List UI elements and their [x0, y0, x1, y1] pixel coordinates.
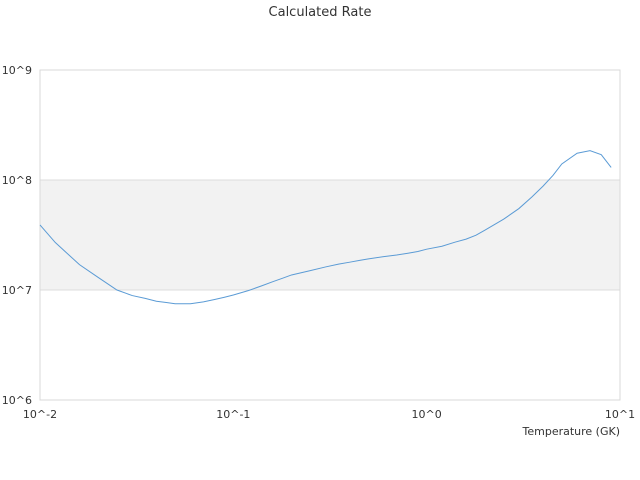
plot-area-border [39, 69, 621, 401]
x-tick-label: 10^-1 [216, 408, 250, 421]
x-tick-label: 10^-2 [23, 408, 57, 421]
series-layer [39, 150, 612, 305]
x-axis-ticks: 10^-2 10^-1 10^0 10^1 [23, 408, 635, 421]
band-shade [40, 180, 620, 290]
x-tick-label: 10^1 [605, 408, 635, 421]
y-axis-ticks: 10^6 10^7 10^8 10^9 [2, 64, 32, 407]
series-line [39, 150, 612, 305]
y-tick-label: 10^6 [2, 394, 32, 407]
chart-title: Calculated Rate [269, 5, 372, 20]
x-axis-label: Temperature (GK) [522, 425, 621, 438]
y-tick-label: 10^9 [2, 64, 32, 77]
x-tick-label: 10^0 [412, 408, 442, 421]
y-tick-label: 10^7 [2, 284, 32, 297]
y-tick-label: 10^8 [2, 174, 32, 187]
background-bands [40, 180, 620, 290]
